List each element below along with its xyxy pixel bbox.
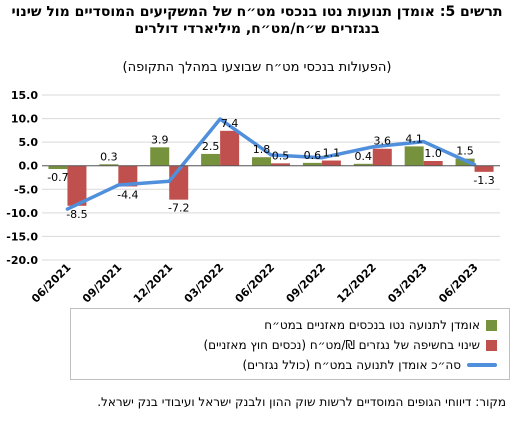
legend-label-total: סה״כ אומדן לתנועה במט״ח (כולל נגזרים) bbox=[242, 358, 461, 372]
bar-assets bbox=[302, 162, 322, 166]
source-note: מקור: דיווחי הגופים המוסדיים לרשות שוק ה… bbox=[97, 395, 506, 409]
data-labels: -0.7 0.3 3.9 2.5 1.8 0.6 0.4 4.1 1.5 -8.5 -4.4 -7.2… bbox=[47, 117, 495, 221]
y-tick-label: -15.0 bbox=[6, 230, 38, 243]
data-label-derivatives: 3.6 bbox=[374, 135, 392, 148]
data-label-derivatives: 1.1 bbox=[323, 147, 341, 160]
data-label-assets: 3.9 bbox=[151, 133, 169, 146]
x-axis: 06/2021 09/2021 12/2021 03/2022 06/2022 09/20… bbox=[29, 165, 500, 305]
x-tick-label: 03/2022 bbox=[182, 261, 227, 305]
data-label-derivatives: -1.3 bbox=[473, 174, 494, 187]
y-tick-label: 5.0 bbox=[19, 136, 39, 149]
bar-assets bbox=[48, 165, 68, 170]
bar-assets bbox=[353, 163, 373, 166]
data-label-derivatives: -7.2 bbox=[168, 202, 189, 215]
line-point bbox=[167, 179, 171, 183]
chart-subtitle: (הפעולות בנכסי מט״ח שבוצעו במהלך התקופה) bbox=[122, 60, 392, 75]
data-label-assets: -0.7 bbox=[47, 171, 68, 184]
data-label-derivatives: 1.0 bbox=[424, 147, 442, 160]
bar-derivatives bbox=[321, 160, 341, 166]
x-tick-label: 06/2023 bbox=[436, 261, 481, 305]
y-tick-label: 10.0 bbox=[11, 113, 38, 126]
bar-assets bbox=[252, 157, 271, 166]
y-tick-label: 0.0 bbox=[19, 160, 39, 173]
chart-title: תרשים 5: אומדן תנועות נטו בנכסי מט״ח של … bbox=[11, 4, 503, 37]
x-tick-label: 09/2022 bbox=[283, 261, 328, 305]
y-tick-label: 15.0 bbox=[11, 89, 38, 102]
legend-item-total: סה״כ אומדן לתנועה במט״ח (כולל נגזרים) bbox=[242, 358, 497, 372]
data-label-derivatives: -8.5 bbox=[66, 208, 87, 221]
bar-derivatives bbox=[423, 161, 443, 166]
line-point bbox=[116, 183, 120, 187]
legend-label-derivatives: שינוי בחשיפה של נגזרים ₪/מט״ח (נכסים חוץ… bbox=[203, 338, 480, 352]
chart-legend: אומדן לתנועה נטו בנכסים מאזניים במט״ח שי… bbox=[70, 308, 510, 380]
x-tick-label: 06/2022 bbox=[233, 261, 278, 305]
data-label-derivatives: -4.4 bbox=[117, 188, 138, 201]
legend-swatch-red bbox=[486, 339, 497, 351]
bar-derivatives bbox=[118, 165, 138, 187]
line-point bbox=[65, 207, 69, 211]
legend-item-assets: אומדן לתנועה נטו בנכסים מאזניים במט״ח bbox=[264, 318, 497, 332]
x-tick-label: 03/2023 bbox=[385, 261, 430, 305]
bar-assets bbox=[404, 146, 424, 166]
data-label-assets: 0.4 bbox=[355, 150, 373, 163]
gridlines bbox=[42, 94, 500, 261]
data-label-assets: 0.6 bbox=[304, 149, 322, 162]
data-label-assets: 0.3 bbox=[100, 150, 118, 163]
x-tick-label: 12/2022 bbox=[334, 261, 379, 305]
data-label-derivatives: 0.5 bbox=[272, 149, 290, 162]
bar-derivatives bbox=[372, 148, 392, 166]
data-label-assets: 4.1 bbox=[405, 132, 423, 145]
bar-derivatives bbox=[67, 165, 87, 206]
bar-derivatives bbox=[271, 163, 290, 166]
y-tick-label: -5.0 bbox=[14, 183, 38, 196]
data-label-assets: 1.5 bbox=[456, 145, 474, 158]
data-label-derivatives: 7.4 bbox=[221, 117, 239, 130]
y-tick-label: -20.0 bbox=[6, 254, 38, 267]
bar-assets bbox=[150, 147, 170, 166]
legend-swatch-green bbox=[486, 319, 497, 331]
data-label-assets: 2.5 bbox=[202, 140, 220, 153]
x-tick-label: 12/2021 bbox=[131, 261, 176, 305]
chart-plot: 15.0 10.0 5.0 0.0 -5.0 -10.0 -15.0 -20.0 -0.7 0.… bbox=[6, 89, 500, 305]
line-point bbox=[269, 153, 273, 157]
legend-swatch-blue-line bbox=[467, 363, 497, 367]
line-point bbox=[320, 156, 324, 160]
y-axis: 15.0 10.0 5.0 0.0 -5.0 -10.0 -15.0 -20.0 bbox=[6, 89, 38, 267]
data-label-assets: 1.8 bbox=[253, 143, 271, 156]
bar-assets bbox=[99, 164, 119, 166]
x-tick-label: 09/2021 bbox=[80, 261, 125, 305]
line-point bbox=[218, 117, 222, 121]
legend-item-derivatives: שינוי בחשיפה של נגזרים ₪/מט״ח (נכסים חוץ… bbox=[203, 338, 497, 352]
x-tick-label: 06/2021 bbox=[29, 261, 74, 305]
line-point bbox=[371, 145, 375, 149]
legend-label-assets: אומדן לתנועה נטו בנכסים מאזניים במט״ח bbox=[264, 318, 480, 332]
bar-assets bbox=[201, 153, 221, 166]
bar-derivatives bbox=[220, 130, 240, 166]
line-point bbox=[422, 140, 426, 144]
y-tick-label: -10.0 bbox=[6, 207, 38, 220]
bar-derivatives bbox=[474, 165, 494, 172]
